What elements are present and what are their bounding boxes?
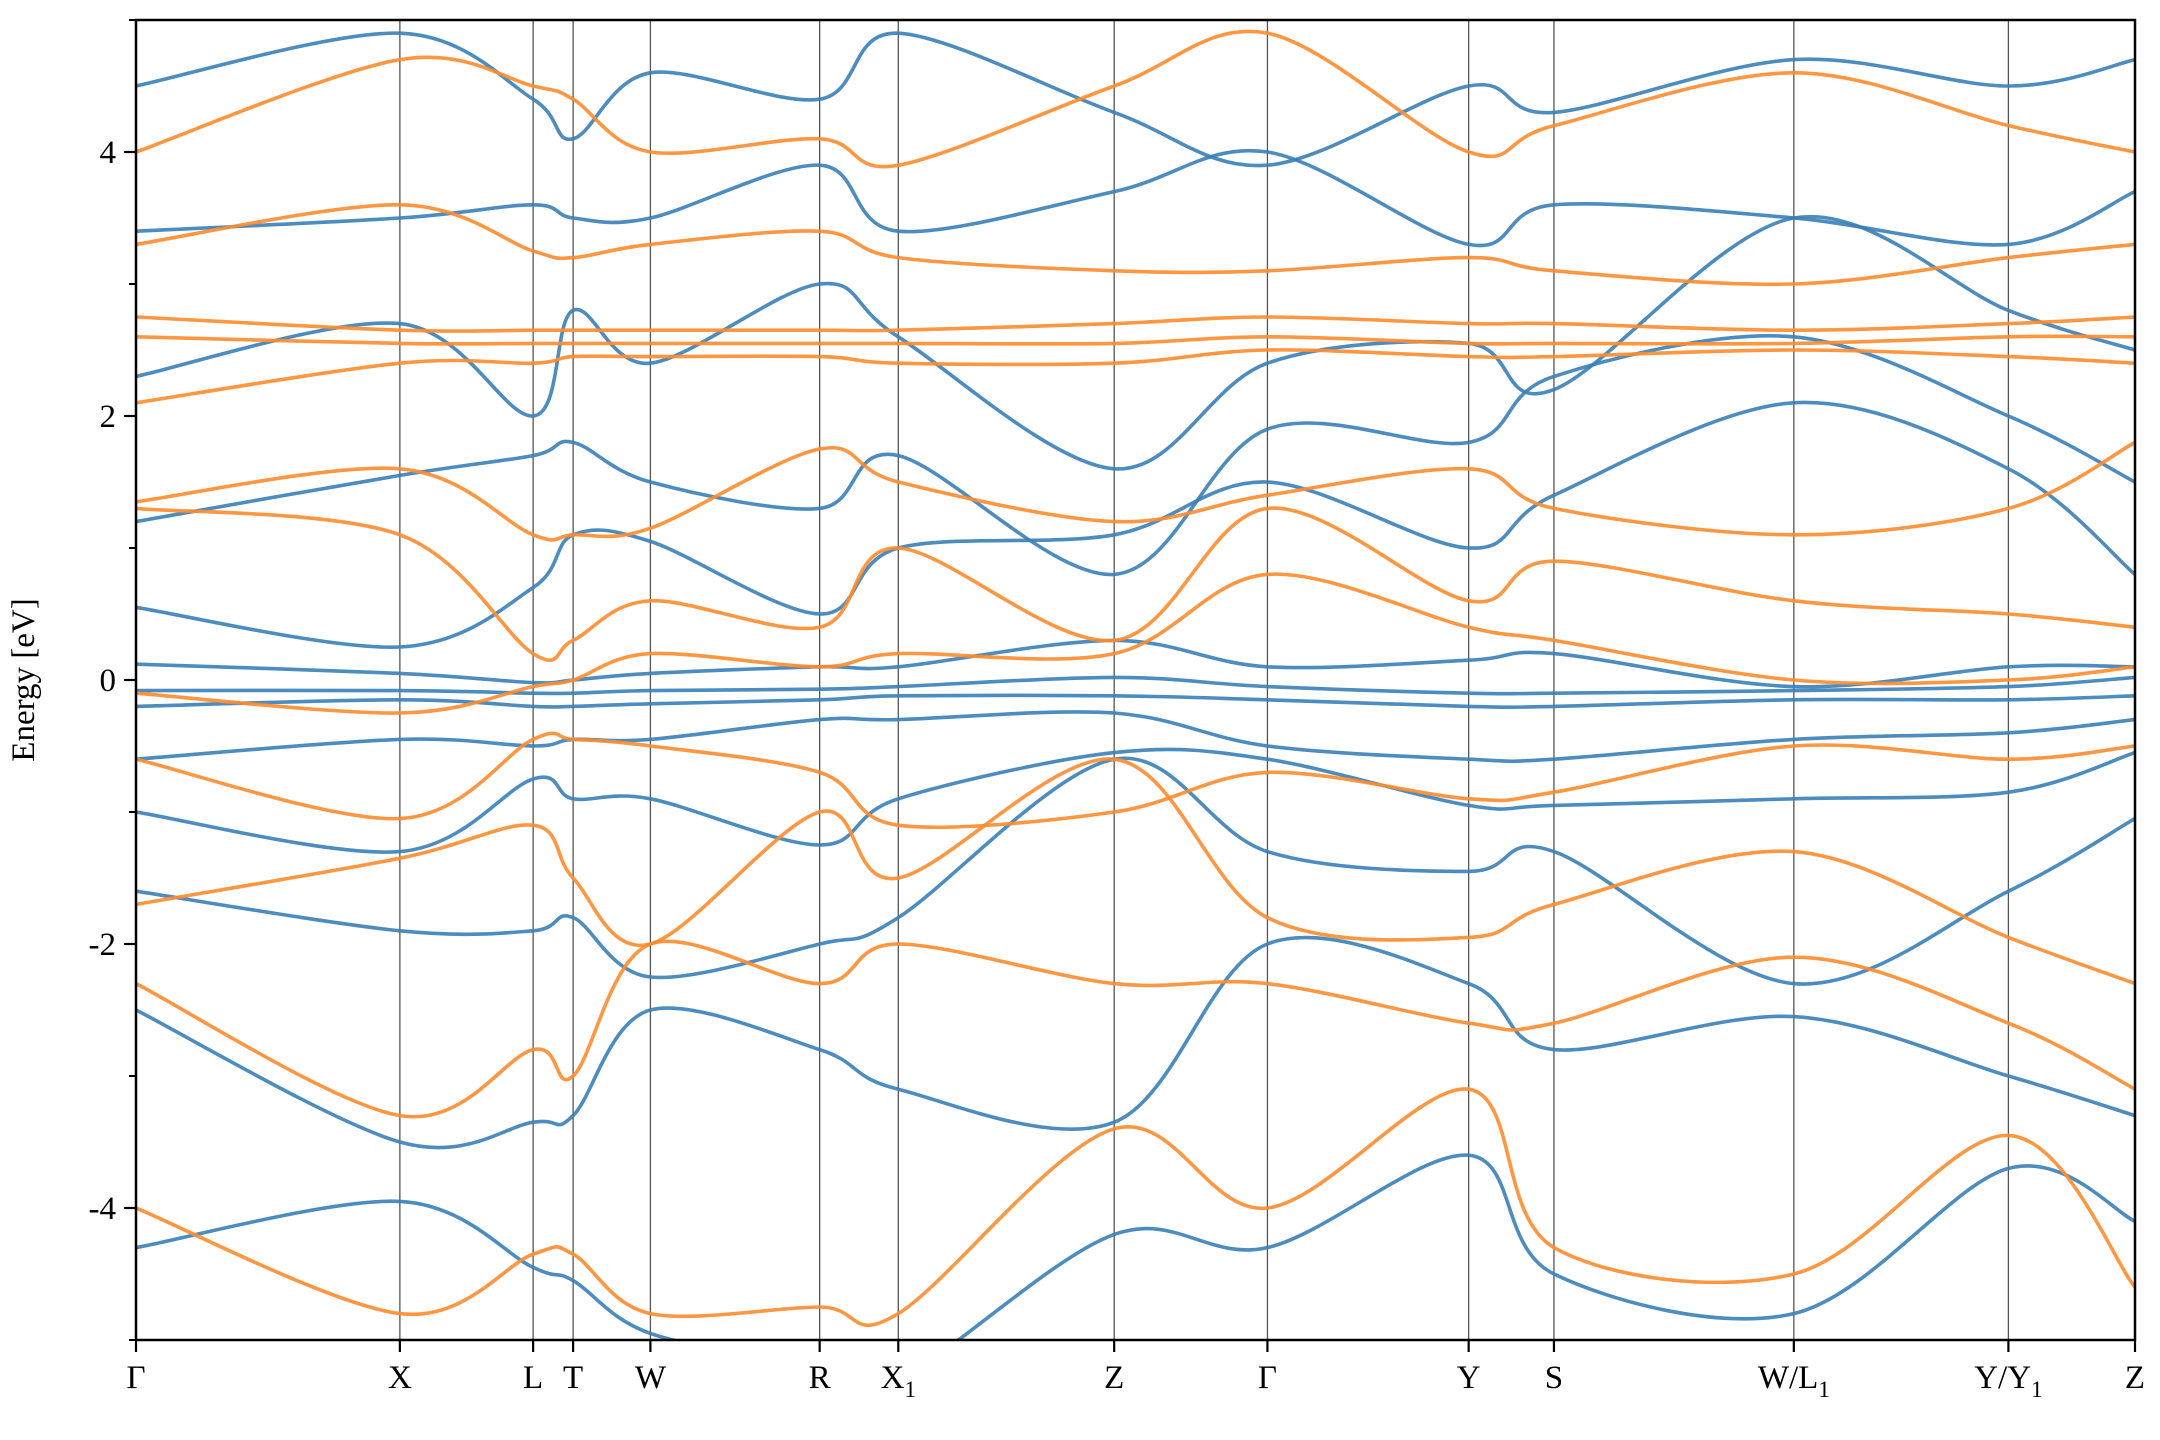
band-spin2-15: [136, 757, 2135, 986]
band-spin1-0: [136, 1153, 2135, 1340]
band-spin2-22: [136, 315, 2135, 333]
band-spin2-21: [136, 334, 2135, 346]
x-tick-label-1: X: [388, 1360, 412, 1396]
band-spin2-24: [136, 29, 2135, 169]
x-tick-label-9: Y: [1457, 1360, 1481, 1396]
band-spin1-12: [136, 31, 2135, 168]
band-spin1-3: [136, 747, 2135, 854]
x-tick-label-2: L: [523, 1360, 543, 1396]
band-lines: [136, 29, 2135, 1340]
band-spin1-7: [136, 638, 2135, 689]
y-axis-label: Energy [eV]: [6, 598, 42, 761]
x-axis: Γ X L T W R X1 Z Γ Y S W/L1 Y/Y1 Z: [126, 1340, 2145, 1402]
x-tick-label-12: Y/Y1: [1974, 1360, 2042, 1402]
x-tick-label-3: T: [563, 1360, 583, 1396]
band-spin1-11: [136, 148, 2135, 248]
x-tick-label-10: S: [1545, 1360, 1563, 1396]
x-tick-label-11: W/L1: [1758, 1360, 1830, 1402]
x-tick-label-4: W: [635, 1360, 667, 1396]
x-tick-label-5: R: [809, 1360, 831, 1396]
band-spin1-1: [136, 935, 2135, 1150]
band-spin1-5: [136, 693, 2135, 710]
band-spin1-2: [136, 756, 2135, 986]
band-spin2-14: [136, 939, 2135, 1119]
y-tick-label-2: 0: [100, 663, 117, 699]
band-spin1-6: [136, 675, 2135, 696]
band-spin2-19: [136, 440, 2135, 542]
band-spin2-13: [136, 1087, 2135, 1327]
band-spin2-23: [136, 202, 2135, 287]
band-spin1-9: [136, 334, 2135, 577]
high-symmetry-lines: [399, 20, 2010, 1340]
y-tick-label-3: 2: [100, 399, 117, 435]
band-spin1-8: [136, 400, 2135, 649]
band-spin2-20: [136, 348, 2135, 405]
y-tick-label-4: 4: [100, 135, 117, 171]
band-spin1-10: [136, 214, 2135, 471]
band-spin2-18: [136, 506, 2135, 662]
x-tick-label-13: Z: [2125, 1360, 2145, 1396]
x-tick-label-0: Γ: [126, 1360, 145, 1396]
y-tick-label-1: -2: [89, 927, 117, 963]
x-tick-label-6: X1: [881, 1360, 916, 1402]
y-tick-label-0: -4: [89, 1191, 117, 1227]
x-tick-label-7: Z: [1104, 1360, 1124, 1396]
band-spin2-17: [136, 572, 2135, 715]
band-spin1-4: [136, 710, 2135, 764]
x-tick-label-8: Γ: [1258, 1360, 1277, 1396]
band-spin2-16: [136, 731, 2135, 830]
y-axis: -4 -2 0 2 4: [89, 19, 136, 1341]
